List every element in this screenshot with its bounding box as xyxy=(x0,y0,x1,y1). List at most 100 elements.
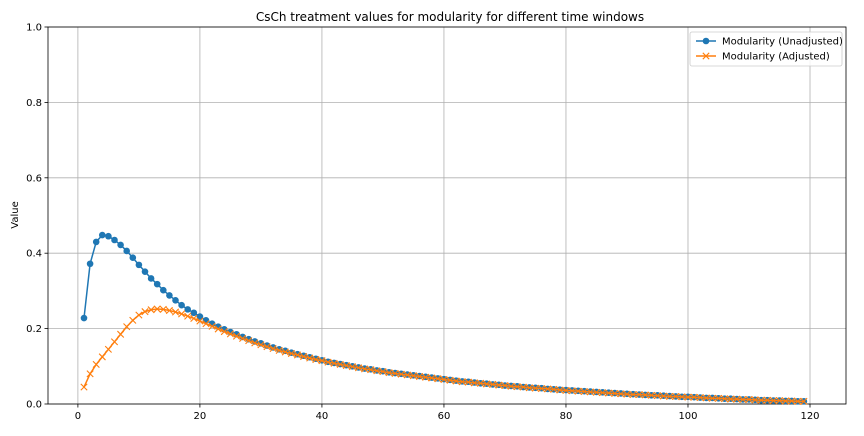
data-point xyxy=(178,301,185,309)
data-point xyxy=(324,358,332,366)
data-point xyxy=(745,395,753,404)
data-point xyxy=(300,352,308,361)
data-point xyxy=(544,385,552,393)
y-axis-label: Value xyxy=(10,201,21,228)
data-point xyxy=(678,393,686,401)
data-point xyxy=(141,268,149,275)
data-point xyxy=(659,392,668,400)
grid-layer xyxy=(48,26,846,405)
data-point xyxy=(208,322,216,330)
data-point xyxy=(531,384,540,392)
data-point xyxy=(483,380,491,388)
y-tick-label: 0.4 xyxy=(26,249,42,260)
data-point xyxy=(159,305,167,313)
series-adjusted xyxy=(80,305,808,405)
data-point xyxy=(312,355,320,364)
data-point xyxy=(172,297,179,304)
data-point xyxy=(666,392,674,401)
data-point xyxy=(440,375,448,384)
legend-marker xyxy=(702,52,710,60)
data-point xyxy=(129,254,137,262)
data-point xyxy=(513,383,521,391)
data-point xyxy=(330,359,338,367)
data-point xyxy=(476,379,485,387)
data-point xyxy=(226,330,235,338)
data-point xyxy=(184,306,192,313)
data-point xyxy=(708,394,716,402)
data-point xyxy=(190,309,198,317)
data-point xyxy=(489,380,497,388)
data-point xyxy=(684,393,692,401)
data-point xyxy=(434,375,442,383)
data-point xyxy=(702,394,710,402)
data-point xyxy=(574,387,582,395)
data-point xyxy=(184,312,192,320)
x-tick-label: 80 xyxy=(560,411,573,422)
data-point xyxy=(239,334,247,342)
data-point xyxy=(397,370,405,378)
legend-marker xyxy=(702,37,710,45)
data-point xyxy=(165,306,173,315)
data-point xyxy=(605,389,613,397)
data-point xyxy=(105,232,112,240)
data-point xyxy=(568,387,576,395)
data-point xyxy=(373,367,381,375)
data-point xyxy=(446,376,454,384)
data-point xyxy=(318,357,326,365)
data-point xyxy=(391,369,399,378)
data-point xyxy=(672,392,680,401)
data-point xyxy=(178,310,186,318)
data-point xyxy=(409,372,418,380)
y-tick-label: 1.0 xyxy=(26,23,42,34)
x-tick-label: 100 xyxy=(678,411,697,422)
data-point xyxy=(611,389,619,398)
x-tick-label: 60 xyxy=(438,411,451,422)
data-point xyxy=(287,349,296,358)
data-point xyxy=(623,390,631,398)
data-point xyxy=(379,367,387,376)
data-point xyxy=(385,369,393,377)
legend-box xyxy=(689,31,843,67)
data-point xyxy=(135,311,143,319)
data-point xyxy=(629,390,637,399)
data-point xyxy=(525,384,533,392)
data-point xyxy=(160,286,167,294)
data-point xyxy=(653,392,662,400)
legend-label: Modularity (Unadjusted) xyxy=(722,37,843,48)
data-point xyxy=(592,388,601,396)
data-point xyxy=(721,395,729,403)
data-point xyxy=(98,353,106,361)
data-point xyxy=(617,390,625,398)
data-point xyxy=(696,394,704,402)
data-point xyxy=(367,366,375,374)
data-point xyxy=(800,397,808,405)
data-point xyxy=(507,382,515,390)
data-point xyxy=(110,338,119,346)
data-point xyxy=(153,280,161,288)
data-point xyxy=(202,320,210,328)
data-point xyxy=(135,261,143,269)
data-point xyxy=(104,345,112,353)
data-point xyxy=(586,388,594,396)
data-point xyxy=(166,292,173,299)
data-point xyxy=(245,337,253,345)
data-point xyxy=(123,247,131,255)
data-point xyxy=(111,236,118,244)
data-point xyxy=(123,323,131,331)
data-point xyxy=(690,393,698,401)
y-tick-label: 0.8 xyxy=(26,98,42,109)
x-tick-label: 40 xyxy=(316,411,329,422)
data-point xyxy=(495,381,503,389)
data-point xyxy=(342,361,350,370)
y-tick-label: 0.2 xyxy=(26,324,42,335)
data-point xyxy=(196,317,204,325)
data-point xyxy=(782,397,790,405)
data-point xyxy=(92,360,100,369)
data-point xyxy=(171,308,180,316)
data-point xyxy=(452,377,460,385)
data-point xyxy=(263,343,271,351)
data-point xyxy=(714,394,723,402)
data-point xyxy=(562,386,570,395)
data-point xyxy=(269,344,277,353)
y-tick-label: 0.6 xyxy=(26,173,42,184)
